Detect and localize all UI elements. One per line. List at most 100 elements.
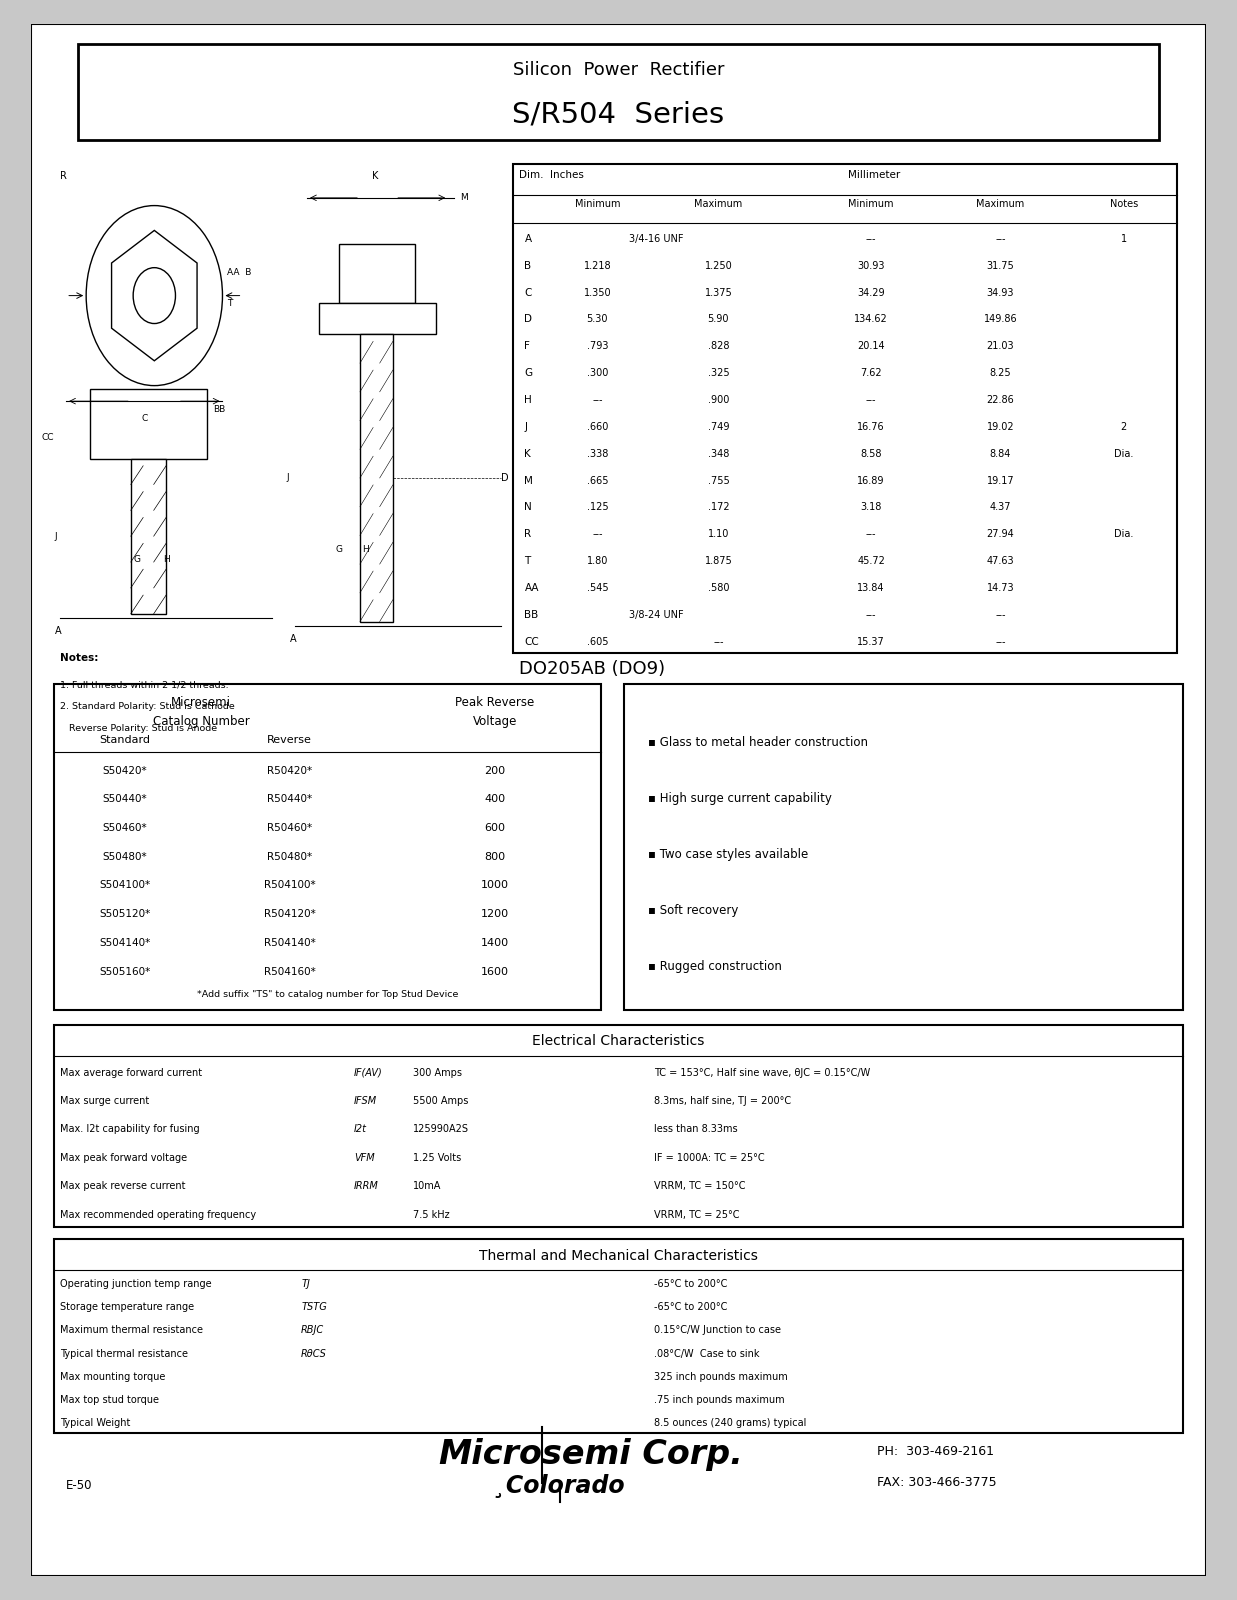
Text: 1.875: 1.875 <box>705 557 732 566</box>
Bar <box>360 334 393 621</box>
Text: ¸Colorado: ¸Colorado <box>495 1474 625 1498</box>
Text: 1400: 1400 <box>481 938 510 947</box>
Text: Standard: Standard <box>99 734 151 746</box>
Text: R: R <box>61 171 67 181</box>
Text: D: D <box>524 314 532 325</box>
Text: Max peak forward voltage: Max peak forward voltage <box>61 1154 188 1163</box>
Text: 34.29: 34.29 <box>857 288 884 298</box>
Text: Max top stud torque: Max top stud torque <box>61 1395 160 1405</box>
Text: Silicon  Power  Rectifier: Silicon Power Rectifier <box>513 61 724 78</box>
Text: 2. Standard Polarity: Stud is Cathode: 2. Standard Polarity: Stud is Cathode <box>61 702 235 712</box>
Text: 1600: 1600 <box>481 966 510 976</box>
Text: .348: .348 <box>708 448 729 459</box>
Text: A: A <box>524 234 532 243</box>
Text: Notes: Notes <box>1110 200 1138 210</box>
Text: 7.62: 7.62 <box>861 368 882 378</box>
Text: ---: --- <box>866 610 876 619</box>
Text: C: C <box>141 413 147 422</box>
Text: 1.80: 1.80 <box>586 557 609 566</box>
Text: CC: CC <box>42 434 54 442</box>
Text: Millimeter: Millimeter <box>847 170 899 179</box>
Text: .325: .325 <box>708 368 729 378</box>
Text: Electrical Characteristics: Electrical Characteristics <box>532 1034 705 1048</box>
Text: Maximum: Maximum <box>694 200 742 210</box>
Text: ▪ High surge current capability: ▪ High surge current capability <box>648 792 831 805</box>
Text: ---: --- <box>593 530 602 539</box>
Text: .75 inch pounds maximum: .75 inch pounds maximum <box>653 1395 784 1405</box>
Text: B: B <box>524 261 532 270</box>
Text: 400: 400 <box>485 794 506 805</box>
Text: 3/4-16 UNF: 3/4-16 UNF <box>628 234 683 243</box>
Bar <box>78 45 1159 141</box>
Text: 1: 1 <box>1121 234 1127 243</box>
Text: K: K <box>371 171 379 181</box>
Text: ▪ Two case styles available: ▪ Two case styles available <box>648 848 808 861</box>
Text: S50480*: S50480* <box>103 851 147 862</box>
Text: Dia.: Dia. <box>1115 530 1133 539</box>
Text: T: T <box>228 299 233 307</box>
Text: Dim.  Inches: Dim. Inches <box>518 170 584 179</box>
Text: ---: --- <box>866 530 876 539</box>
Text: Dia.: Dia. <box>1115 448 1133 459</box>
Text: 30.93: 30.93 <box>857 261 884 270</box>
Text: 1.218: 1.218 <box>584 261 611 270</box>
Text: 1000: 1000 <box>481 880 510 890</box>
Bar <box>54 1026 1183 1227</box>
Text: .545: .545 <box>586 582 609 594</box>
Text: 0.15°C/W Junction to case: 0.15°C/W Junction to case <box>653 1325 781 1336</box>
Text: .749: .749 <box>708 422 729 432</box>
Text: 1.10: 1.10 <box>708 530 729 539</box>
Text: 8.25: 8.25 <box>990 368 1011 378</box>
Text: S504140*: S504140* <box>99 938 151 947</box>
Text: less than 8.33ms: less than 8.33ms <box>653 1125 737 1134</box>
Text: .828: .828 <box>708 341 729 352</box>
Text: Minimum: Minimum <box>575 200 620 210</box>
Text: 8.84: 8.84 <box>990 448 1011 459</box>
Text: semi Corp.: semi Corp. <box>542 1438 743 1472</box>
Text: 800: 800 <box>485 851 506 862</box>
Text: BB: BB <box>213 405 225 414</box>
Text: PH:  303-469-2161: PH: 303-469-2161 <box>877 1445 995 1458</box>
Circle shape <box>134 267 176 323</box>
Text: Maximum: Maximum <box>976 200 1024 210</box>
Text: 125990A2S: 125990A2S <box>413 1125 469 1134</box>
Text: M: M <box>460 194 468 202</box>
Text: VRRM, TC = 25°C: VRRM, TC = 25°C <box>653 1210 740 1219</box>
Text: K: K <box>524 448 531 459</box>
Bar <box>339 245 416 304</box>
Text: Max mounting torque: Max mounting torque <box>61 1371 166 1382</box>
Text: Typical thermal resistance: Typical thermal resistance <box>61 1349 188 1358</box>
Text: 13.84: 13.84 <box>857 582 884 594</box>
Text: Maximum thermal resistance: Maximum thermal resistance <box>61 1325 203 1336</box>
Text: ▪ Glass to metal header construction: ▪ Glass to metal header construction <box>648 736 868 749</box>
Text: S50420*: S50420* <box>103 765 147 776</box>
Bar <box>54 1240 1183 1434</box>
Bar <box>54 683 601 1010</box>
Text: .08°C/W  Case to sink: .08°C/W Case to sink <box>653 1349 760 1358</box>
Text: .660: .660 <box>586 422 609 432</box>
Text: ---: --- <box>866 234 876 243</box>
Text: Typical Weight: Typical Weight <box>61 1419 131 1429</box>
Text: H: H <box>163 555 169 563</box>
Text: .580: .580 <box>708 582 729 594</box>
Text: 149.86: 149.86 <box>983 314 1017 325</box>
Text: 20.14: 20.14 <box>857 341 884 352</box>
Text: 134.62: 134.62 <box>855 314 888 325</box>
Text: ---: --- <box>996 637 1006 646</box>
Text: 3/8-24 UNF: 3/8-24 UNF <box>628 610 683 619</box>
Text: 10mA: 10mA <box>413 1181 442 1192</box>
Text: R504140*: R504140* <box>263 938 315 947</box>
Text: Notes:: Notes: <box>61 653 99 662</box>
Text: S504100*: S504100* <box>99 880 151 890</box>
Text: R: R <box>524 530 532 539</box>
Text: J: J <box>54 531 57 541</box>
Text: S50460*: S50460* <box>103 822 147 834</box>
Text: 31.75: 31.75 <box>987 261 1014 270</box>
Text: R50440*: R50440* <box>267 794 312 805</box>
Text: 3.18: 3.18 <box>861 502 882 512</box>
Text: Voltage: Voltage <box>473 715 517 728</box>
Text: FAX: 303-466-3775: FAX: 303-466-3775 <box>877 1477 997 1490</box>
Text: D: D <box>501 474 508 483</box>
Text: T: T <box>524 557 531 566</box>
Text: Reverse: Reverse <box>267 734 312 746</box>
